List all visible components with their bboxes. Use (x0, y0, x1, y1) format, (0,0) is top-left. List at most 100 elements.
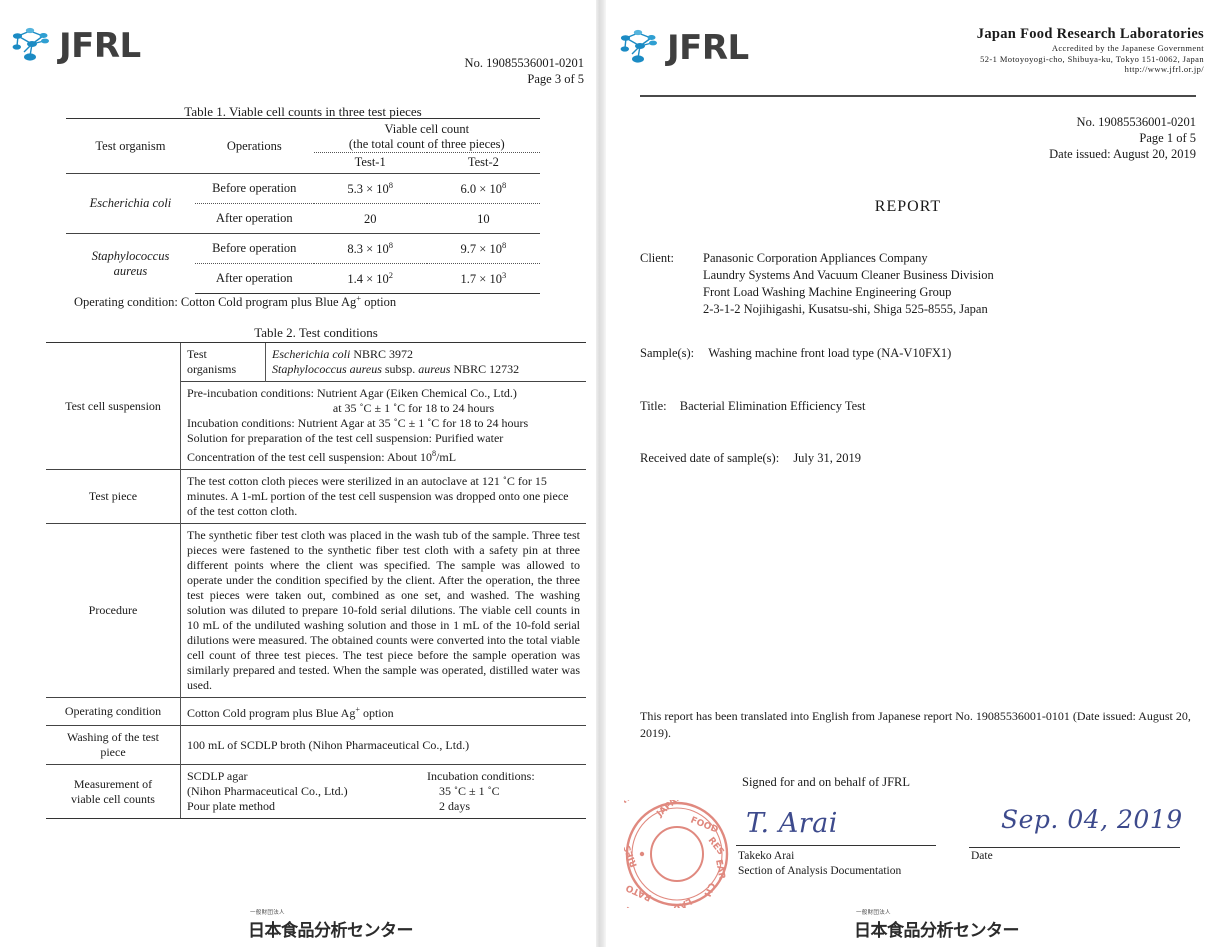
subspecies-name: aureus (418, 362, 451, 376)
accreditation-text: Accredited by the Japanese Government (1051, 43, 1204, 54)
footer-logo-left: 一般財団法人 日本食品分析センター (248, 908, 414, 941)
method-line: Pour plate method (187, 799, 275, 813)
table1-header-test1: Test-1 (313, 152, 427, 174)
table-row: Test cell suspension Test organisms Esch… (46, 342, 586, 470)
strain-id: NBRC 12732 (450, 362, 520, 376)
species-name: Escherichia coli (272, 347, 351, 361)
table-row: Washing of the test piece 100 mL of SCDL… (46, 725, 586, 765)
jfrl-logo-right: JFRL (618, 24, 749, 72)
table2-test-piece-value: The test cotton cloth pieces were steril… (180, 469, 586, 524)
table1-caption: Table 1. Viable cell counts in three tes… (184, 104, 422, 119)
table1-header-organism: Test organism (95, 138, 166, 153)
value: 5.3 × 10 (347, 182, 389, 197)
label-line-2: viable cell counts (71, 791, 155, 806)
label-line-1: Washing of the test (66, 730, 159, 744)
table1-header-row-2: (the total count of three pieces) (66, 137, 540, 153)
right-page-number: Page 1 of 5 (1139, 131, 1196, 145)
table2-caption: Table 2. Test conditions (254, 325, 378, 340)
sublabel-line-2: organisms (187, 362, 237, 376)
subsp-text: subsp. (381, 362, 419, 376)
sample-value: Washing machine front load type (NA-V10F… (708, 346, 952, 360)
title-value: Bacterial Elimination Efficiency Test (679, 399, 866, 413)
species-name: Staphylococcus aureus (272, 362, 382, 376)
laboratory-url[interactable]: http://www.jfrl.or.jp/ (1124, 63, 1204, 74)
table1-header-group-sub: (the total count of three pieces) (348, 137, 505, 151)
note-text: Operating condition: Cotton Cold program… (74, 295, 357, 310)
client-line: Laundry Systems And Vacuum Cleaner Busin… (703, 268, 994, 282)
table-row: After operation 1.4 × 102 1.7 × 103 (66, 263, 540, 294)
svg-text:CH: CH (701, 881, 716, 898)
table1-cell-test2: 10 (426, 203, 540, 234)
left-page-number: Page 3 of 5 (527, 72, 584, 86)
text-end: option (359, 706, 394, 720)
page-right-page-1: JFRL Japan Food Research Laboratories Ac… (593, 0, 1210, 947)
translation-note: This report has been translated into Eng… (640, 709, 1191, 740)
table1-organism-ecoli: Escherichia coli (89, 196, 172, 210)
sample-field: Sample(s): Washing machine front load ty… (640, 345, 951, 362)
table1-cell-test1: 20 (313, 203, 427, 234)
table-row: After operation 20 10 (66, 203, 540, 234)
footer-corporation-type: 一般財団法人 (250, 910, 285, 916)
organism-line-1: Staphylococcus (91, 248, 170, 263)
method-line: SCDLP agar (187, 769, 248, 783)
jfrl-logo-text: JFRL (59, 26, 141, 66)
table1-header-test2: Test-2 (426, 152, 540, 174)
received-date-field: Received date of sample(s): July 31, 201… (640, 450, 861, 467)
table2-label-measurement: Measurement of viable cell counts (46, 764, 181, 819)
text: Cotton Cold program plus Blue Ag (187, 706, 356, 720)
table1-cell-operation: Before operation (212, 181, 297, 195)
strain-id: NBRC 3972 (350, 347, 413, 361)
label-line-1: Measurement of (73, 776, 153, 791)
condition-line: Concentration of the test cell suspensio… (187, 446, 580, 465)
client-line: 2-3-1-2 Nojihigashi, Kusatsu-shi, Shiga … (703, 302, 988, 316)
organism-ecoli: Escherichia coli NBRC 3972 (272, 347, 580, 362)
signer-section: Section of Analysis Documentation (738, 865, 902, 877)
laboratory-address: 52-1 Motoyoyogi-cho, Shibuya-ku, Tokyo 1… (980, 53, 1204, 64)
plus-superscript: + (356, 293, 362, 303)
organism-staph: Staphylococcus aureus subsp. aureus NBRC… (272, 362, 580, 377)
svg-text:LABO: LABO (664, 895, 693, 908)
value: 10 (477, 212, 490, 227)
exponent: 8 (388, 239, 394, 250)
exponent: 3 (501, 269, 507, 280)
date-label: Date (971, 850, 993, 862)
incubation-line: 35 ˚C ± 1 ˚C (439, 784, 500, 798)
condition-line: Incubation conditions: Nutrient Agar at … (187, 416, 529, 430)
svg-text:RATO: RATO (624, 882, 653, 903)
footer-company-name-jp: 日本食品分析センター (248, 921, 414, 941)
exponent: 8 (501, 239, 507, 250)
right-doc-number: No. 19085536001-0201 (1076, 115, 1196, 129)
footer-corporation-type: 一般財団法人 (856, 910, 891, 916)
table2-test-organisms-value: Escherichia coli NBRC 3972 Staphylococcu… (265, 342, 586, 382)
footer-company-name-jp: 日本食品分析センター (854, 921, 1020, 941)
sublabel-line-1: Test (187, 347, 207, 361)
signer-block: Takeko Arai Section of Analysis Document… (738, 849, 901, 879)
svg-text:RES: RES (706, 836, 726, 858)
value: 1.7 × 10 (460, 272, 502, 287)
table-row: Procedure The synthetic fiber test cloth… (46, 523, 586, 698)
table2-label-test-piece: Test piece (46, 469, 181, 524)
signed-for-note: Signed for and on behalf of JFRL (742, 775, 911, 789)
measurement-incubation: Incubation conditions: 35 ˚C ± 1 ˚C 2 da… (427, 769, 535, 814)
label-line-2: piece (100, 745, 126, 759)
table1-cell-test2: 1.7 × 103 (426, 263, 540, 294)
table2-measurement-value: SCDLP agar (Nihon Pharmaceutical Co., Lt… (180, 764, 586, 819)
table1-header-row-3: Test-1 Test-2 (66, 152, 540, 174)
value: 8.3 × 10 (347, 242, 389, 257)
table1-cell-test1: 8.3 × 108 (314, 234, 427, 264)
table2-sublabel-test-organisms: Test organisms (180, 342, 266, 382)
table1-operating-condition-note: Operating condition: Cotton Cold program… (74, 293, 396, 310)
table2-label-test-cell-suspension: Test cell suspension (46, 342, 181, 470)
table-row: Pre-incubation conditions: Nutrient Agar… (46, 381, 586, 470)
jfrl-logo-text: JFRL (667, 28, 749, 68)
date-handwriting: Sep. 04, 2019 (1001, 805, 1183, 834)
received-date-label: Received date of sample(s): (640, 451, 780, 465)
client-line: Panasonic Corporation Appliances Company (703, 251, 928, 265)
sample-label: Sample(s): (640, 346, 695, 360)
table1-cell-operation: After operation (194, 263, 314, 294)
condition-line: at 35 ˚C ± 1 ˚C for 18 to 24 hours (332, 401, 495, 415)
date-issued: Date issued: August 20, 2019 (1049, 147, 1196, 161)
table1-cell-test1: 5.3 × 108 (314, 174, 427, 204)
